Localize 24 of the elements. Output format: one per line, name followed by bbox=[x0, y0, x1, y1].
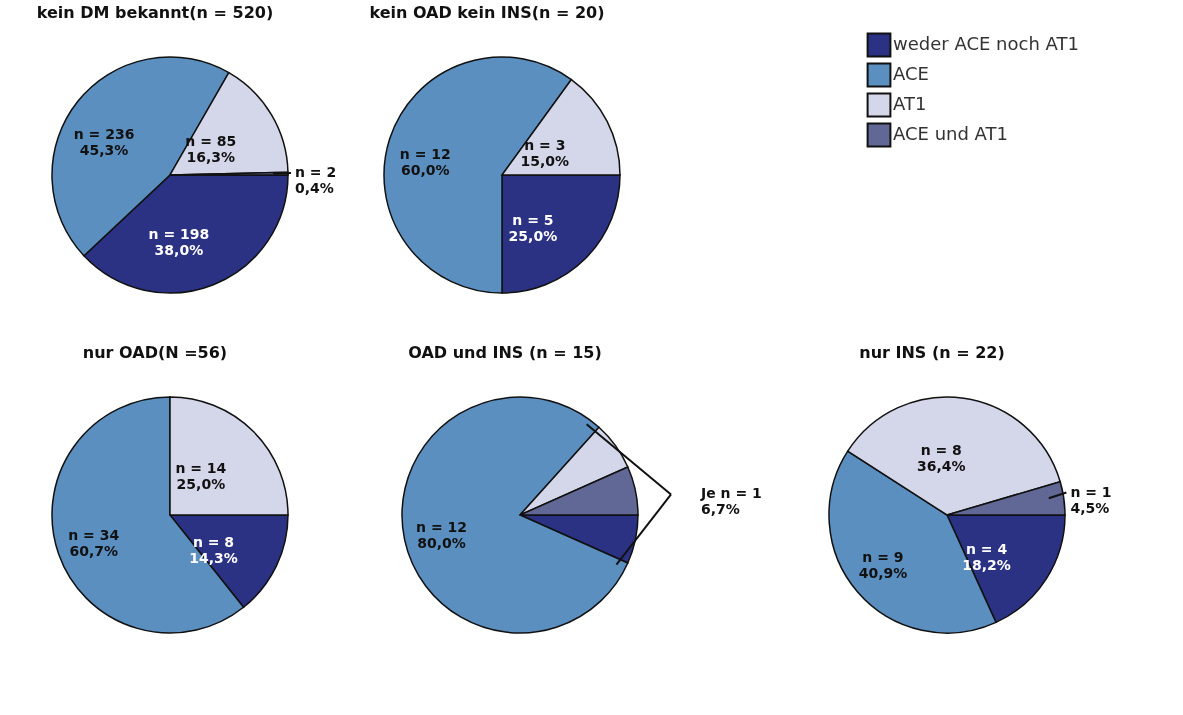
chart-title: nur OAD(N =56) bbox=[82, 343, 228, 362]
data-label: n = 236 45,3% bbox=[73, 125, 135, 158]
data-label: n = 8 14,3% bbox=[189, 534, 238, 567]
data-label: n = 34 60,7% bbox=[68, 527, 120, 560]
chart-title: kein OAD kein INS(n = 20) bbox=[369, 3, 605, 22]
chart-title: nur INS (n = 22) bbox=[859, 343, 1005, 362]
data-label: n = 4 18,2% bbox=[962, 541, 1011, 574]
text: Je n = 1 6,7% bbox=[700, 485, 762, 518]
data-label: n = 9 40,9% bbox=[858, 548, 908, 581]
data-label: n = 3 15,0% bbox=[520, 136, 570, 169]
chart-title: kein DM bekannt(n = 520) bbox=[36, 3, 274, 22]
legend-label: ACE bbox=[893, 63, 929, 84]
data-label: n = 12 60,0% bbox=[399, 145, 451, 178]
data-label: n = 12 80,0% bbox=[416, 519, 467, 552]
chart-title: OAD und INS (n = 15) bbox=[408, 343, 602, 362]
data-label: n = 198 38,0% bbox=[148, 226, 210, 259]
legend-label: AT1 bbox=[893, 93, 927, 114]
data-label: n = 5 25,0% bbox=[508, 211, 558, 244]
data-label: n = 2 0,4% bbox=[294, 164, 337, 197]
data-label: n = 1 4,5% bbox=[1070, 483, 1112, 516]
legend-label: weder ACE noch AT1 bbox=[893, 33, 1079, 54]
data-label: n = 14 25,0% bbox=[175, 460, 227, 493]
data-label: n = 8 36,4% bbox=[916, 441, 966, 474]
legend-label: ACE und AT1 bbox=[893, 123, 1008, 144]
